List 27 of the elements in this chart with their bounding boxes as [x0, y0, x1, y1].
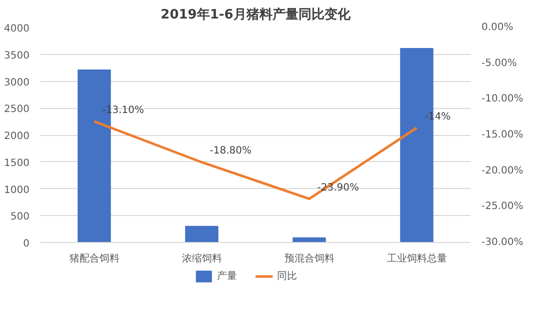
y-tick-label: 500 — [10, 212, 30, 223]
y2-tick-label: -20.00% — [482, 165, 524, 176]
x-tick-label: 预混合饲料 — [284, 252, 334, 264]
y-tick-label: 3500 — [4, 50, 30, 62]
y2-tick-label: 0.00% — [482, 22, 514, 33]
bar — [292, 237, 326, 242]
line-series — [93, 120, 418, 200]
x-tick-label: 浓缩饲料 — [182, 252, 222, 264]
bar — [185, 226, 218, 242]
y-tick-label: 3000 — [4, 77, 30, 88]
chart-title: 2019年1-6月猪料产量同比变化 — [160, 6, 352, 22]
y-tick-label: 2500 — [4, 104, 30, 116]
y2-tick-label: -5.00% — [482, 58, 517, 69]
y2-tick-label: -25.00% — [482, 201, 524, 212]
y2-tick-label: -30.00% — [482, 237, 524, 248]
y-tick-label: 4000 — [4, 24, 30, 34]
y-tick-label: 0 — [23, 238, 30, 250]
data-label: -18.80% — [210, 146, 252, 157]
legend-label: 产量 — [216, 270, 237, 282]
legend-label: 同比 — [277, 270, 297, 282]
y2-tick-label: -15.00% — [482, 130, 524, 140]
y-tick-label: 1000 — [4, 184, 30, 196]
x-tick-label: 工业饲料总量 — [386, 252, 447, 264]
y-tick-label: 2000 — [4, 131, 30, 142]
x-tick-label: 猪配合饲料 — [69, 252, 120, 264]
y2-tick-label: -10.00% — [482, 94, 524, 105]
y-tick-label: 1500 — [4, 158, 30, 169]
